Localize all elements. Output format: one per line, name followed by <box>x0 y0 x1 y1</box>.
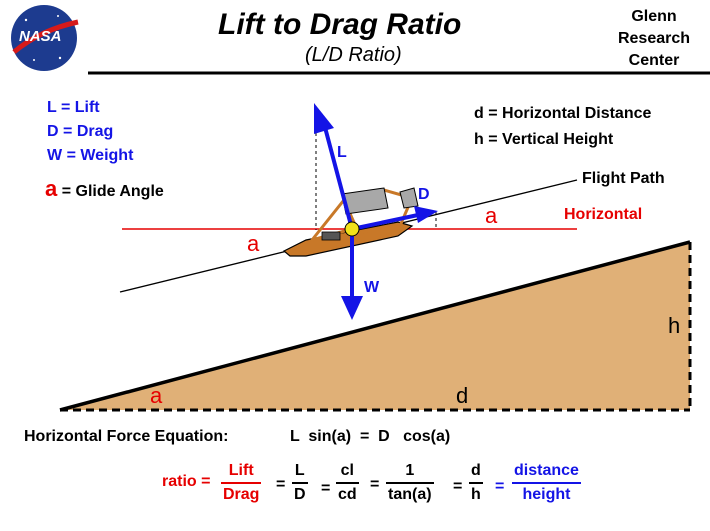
fraction-l-num: L <box>294 462 305 479</box>
legend-drag-eq: = <box>63 123 73 140</box>
angle-label-glider: a <box>247 231 260 256</box>
fraction-drag-den: Drag <box>223 486 260 503</box>
ratio-equals-3: = <box>370 476 380 493</box>
fraction-lift-drag: Lift Drag <box>221 462 262 504</box>
drag-arrow-head <box>414 206 438 223</box>
legend-weight: W = Weight <box>47 147 133 165</box>
fraction-1-tan: 1 tan(a) <box>386 462 434 504</box>
center-of-gravity <box>344 221 360 237</box>
force-equation-formula: L sin(a) = D cos(a) <box>290 428 451 445</box>
legend-drag: D = Drag <box>47 123 113 141</box>
legend-glide-symbol: a <box>45 176 58 201</box>
legend-lift-text: Lift <box>74 99 100 116</box>
page-subtitle: (L/D Ratio) <box>305 44 402 66</box>
fraction-height-word-den: height <box>522 486 571 503</box>
fraction-cl-cd: cl cd <box>336 462 359 504</box>
horizontal-label: Horizontal <box>564 206 643 223</box>
legend-glide-angle: a = Glide Angle <box>45 176 164 202</box>
fraction-bar <box>469 482 483 484</box>
legend-lift-symbol: L <box>47 99 57 116</box>
ratio-equals-5: = <box>495 478 505 495</box>
ratio-label: ratio = <box>162 473 210 491</box>
slope-line <box>59 240 691 412</box>
angle-label-ground: a <box>150 383 163 408</box>
nasa-logo-text: NASA <box>19 28 62 45</box>
fraction-lift-num: Lift <box>228 462 254 479</box>
lift-label: L <box>337 144 347 161</box>
ratio-equals-1: = <box>276 476 286 493</box>
lift-arrow-head <box>314 103 334 134</box>
fraction-1-num: 1 <box>405 462 415 479</box>
legend-drag-text: Drag <box>76 123 114 140</box>
org-line-1: Glenn <box>631 8 677 25</box>
fraction-distance-height: distance height <box>512 462 581 504</box>
fraction-bar <box>336 482 359 484</box>
fraction-cl-num: cl <box>340 462 354 479</box>
legend-distance: d = Horizontal Distance <box>474 105 651 123</box>
org-name: Glenn Research Center <box>616 6 692 72</box>
ratio-equals-4: = <box>453 478 463 495</box>
weight-label: W <box>364 279 380 296</box>
legend-height-text: = Vertical Height <box>488 131 614 148</box>
fraction-bar <box>512 482 581 484</box>
legend-weight-eq: = <box>66 147 76 164</box>
org-line-2: Research <box>617 30 691 47</box>
legend-distance-text: = Horizontal Distance <box>488 105 652 122</box>
page-title: Lift to Drag Ratio <box>218 8 462 41</box>
legend-height: h = Vertical Height <box>474 131 613 149</box>
drag-arrow-shaft <box>351 213 419 231</box>
fraction-height-den: h <box>471 486 481 503</box>
legend-glide-text: = Glide Angle <box>61 183 164 200</box>
legend-height-symbol: h <box>474 131 484 148</box>
fraction-distance-num: distance <box>514 462 579 479</box>
drag-label: D <box>418 186 430 203</box>
legend-lift-eq: = <box>60 99 71 116</box>
flight-path-label: Flight Path <box>582 170 665 187</box>
org-line-3: Center <box>628 52 680 69</box>
legend-weight-text: Weight <box>80 147 134 164</box>
fraction-bar <box>386 482 434 484</box>
fraction-tan-den: tan(a) <box>388 486 432 503</box>
height-label: h <box>668 313 681 338</box>
fraction-bar <box>292 482 308 484</box>
weight-arrow-head <box>341 296 363 320</box>
fraction-cd-den: cd <box>338 486 357 503</box>
fraction-dist-num: d <box>471 462 481 479</box>
fraction-l-d: L D <box>292 462 308 504</box>
legend-drag-symbol: D <box>47 123 59 140</box>
legend-lift: L = Lift <box>47 99 100 117</box>
nasa-logo <box>11 5 79 71</box>
legend-weight-symbol: W <box>47 147 63 164</box>
fraction-d-den: D <box>294 486 306 503</box>
ratio-word: ratio <box>162 473 197 490</box>
fraction-d-h: d h <box>469 462 483 504</box>
ratio-equals-2: = <box>321 480 331 497</box>
distance-label: d <box>456 383 469 408</box>
force-equation-label: Horizontal Force Equation: <box>24 428 229 445</box>
fraction-bar <box>221 482 262 484</box>
legend-distance-symbol: d <box>474 105 484 122</box>
angle-label-flightpath: a <box>485 203 498 228</box>
lift-arrow-shaft <box>320 115 354 230</box>
ratio-equals-0: = <box>201 473 211 490</box>
